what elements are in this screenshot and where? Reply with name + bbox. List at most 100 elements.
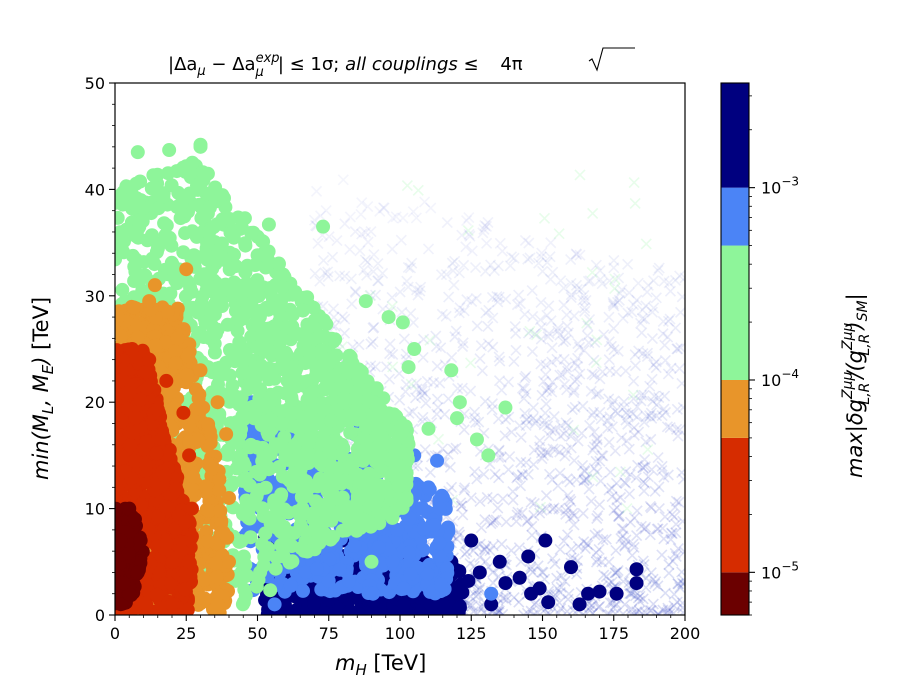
scatter-cross	[578, 474, 590, 486]
scatter-cross	[432, 401, 444, 413]
scatter-cross	[502, 464, 515, 476]
scatter-cross	[505, 251, 518, 263]
scatter-cross	[485, 259, 497, 271]
scatter-cross	[473, 416, 485, 428]
scatter-point	[202, 200, 217, 215]
scatter-cross	[419, 196, 431, 208]
scatter-cross	[534, 501, 547, 513]
scatter-cross	[367, 322, 379, 334]
scatter-cross	[620, 477, 632, 489]
scatter-cross	[605, 340, 617, 352]
scatter-point	[174, 196, 189, 211]
scatter-point	[207, 326, 222, 341]
scatter-cross	[568, 310, 580, 322]
scatter-cross	[642, 279, 654, 291]
scatter-cross	[412, 460, 424, 472]
scatter-cross	[603, 578, 615, 590]
scatter-cross	[500, 516, 512, 528]
scatter-cross	[474, 551, 486, 563]
scatter-point	[254, 233, 269, 248]
scatter-point	[238, 265, 253, 280]
scatter-point	[295, 522, 310, 537]
scatter-point	[541, 595, 556, 610]
scatter-point	[201, 417, 216, 432]
scatter-cross	[620, 466, 632, 478]
scatter-point	[484, 597, 499, 612]
scatter-point	[237, 211, 252, 226]
scatter-cross	[482, 216, 494, 228]
scatter-point	[151, 186, 166, 201]
scatter-point	[200, 166, 215, 181]
scatter-cross	[534, 507, 546, 519]
scatter-cross	[603, 393, 615, 405]
scatter-cross	[487, 493, 499, 505]
scatter-cross	[529, 417, 541, 429]
scatter-cross	[492, 413, 505, 425]
scatter-cross	[579, 302, 591, 314]
scatter-cross	[576, 427, 588, 439]
scatter-cross	[493, 444, 505, 456]
scatter-cross	[541, 503, 553, 515]
scatter-point	[208, 556, 223, 571]
scatter-cross	[587, 471, 599, 483]
scatter-cross	[322, 271, 334, 283]
scatter-point	[492, 554, 507, 569]
scatter-cross	[353, 339, 365, 351]
scatter-cross	[572, 337, 584, 350]
scatter-cross	[610, 544, 622, 556]
scatter-point	[128, 228, 143, 243]
scatter-cross	[591, 438, 603, 451]
scatter-cross	[609, 608, 621, 615]
scatter-cross	[628, 422, 640, 434]
scatter-cross	[542, 447, 554, 459]
scatter-point	[126, 300, 141, 315]
scatter-cross	[512, 506, 524, 518]
scatter-cross	[640, 521, 652, 533]
scatter-cross	[629, 360, 642, 372]
scatter-cross	[483, 304, 495, 316]
scatter-cross	[598, 569, 610, 581]
scatter-cross	[652, 608, 664, 615]
scatter-cross	[449, 255, 461, 267]
scatter-cross	[658, 471, 670, 483]
scatter-point	[130, 145, 145, 160]
scatter-cross	[493, 451, 505, 464]
scatter-cross	[652, 451, 664, 464]
scatter-point	[452, 564, 467, 579]
scatter-cross	[361, 269, 373, 281]
scatter-cross	[608, 322, 620, 335]
scatter-cross	[632, 459, 644, 471]
scatter-point	[273, 299, 288, 314]
scatter-cross	[443, 291, 455, 303]
scatter-cross	[588, 354, 600, 366]
scatter-point	[251, 289, 266, 304]
scatter-cross	[319, 267, 331, 279]
scatter-point	[244, 497, 259, 512]
scatter-cross	[569, 357, 581, 369]
scatter-point	[390, 459, 405, 474]
scatter-point	[331, 461, 346, 476]
scatter-cross	[331, 234, 343, 247]
scatter-cross	[581, 317, 593, 329]
scatter-cross	[544, 251, 556, 263]
scatter-cross	[573, 341, 586, 353]
scatter-cross	[622, 258, 634, 270]
scatter-cross	[602, 415, 614, 427]
scatter-cross	[671, 596, 683, 608]
scatter-cross	[415, 281, 427, 293]
scatter-cross	[445, 481, 458, 493]
scatter-point	[629, 562, 644, 577]
scatter-cross	[515, 431, 527, 444]
scatter-cross	[577, 507, 589, 519]
scatter-cross	[587, 207, 599, 219]
scatter-cross	[626, 306, 638, 318]
scatter-cross	[475, 522, 487, 534]
scatter-point	[237, 582, 252, 597]
scatter-cross	[640, 238, 652, 250]
scatter-cross	[668, 600, 680, 612]
scatter-point	[176, 245, 191, 260]
scatter-cross	[537, 567, 549, 579]
scatter-cross	[466, 600, 478, 612]
scatter-point	[185, 155, 200, 170]
scatter-cross	[535, 358, 547, 370]
